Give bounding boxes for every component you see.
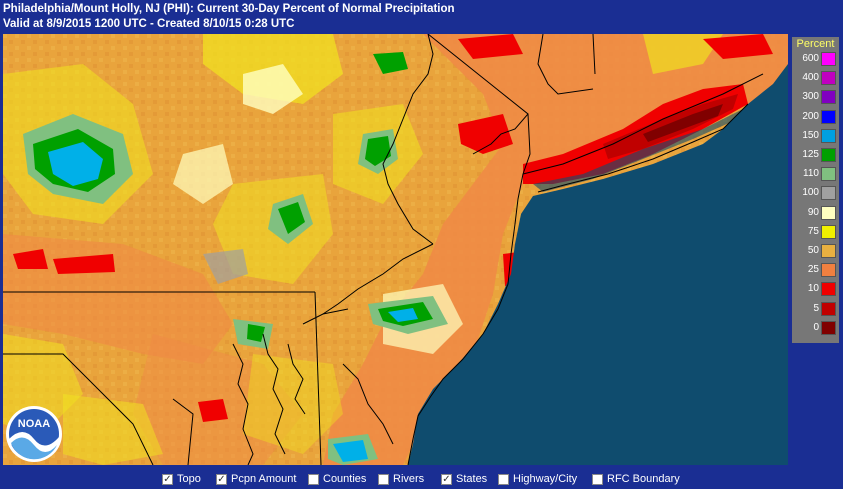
checkbox-label: States [456,473,488,485]
legend-row: 50 [792,243,839,258]
legend-color-swatch [821,148,836,162]
checkbox-label: Rivers [393,473,425,485]
checkbox[interactable]: ✓ [216,473,227,485]
legend-row: 100 [792,185,839,201]
legend-value-label: 110 [803,168,819,180]
legend-value-label: 25 [807,264,819,276]
layer-toggle-rivers[interactable]: Rivers [378,472,424,486]
map-valid-time: Valid at 8/9/2015 1200 UTC - Created 8/1… [3,18,295,30]
legend-value-label: 10 [807,283,819,295]
layer-toggle-rfc-boundary[interactable]: RFC Boundary [592,472,680,486]
legend-row: 300 [792,89,839,105]
legend-color-swatch [821,71,836,86]
legend-color-swatch [821,282,836,297]
legend-value-label: 75 [807,225,819,237]
checkbox[interactable] [308,473,319,485]
legend-row: 75 [792,224,839,239]
legend-value-label: 150 [802,129,819,141]
legend-value-label: 50 [807,245,819,256]
legend-row: 25 [792,262,839,278]
legend-value-label: 100 [802,187,819,199]
legend-color-swatch [821,224,836,239]
precipitation-map[interactable] [3,34,788,465]
checkbox[interactable] [378,473,389,485]
checkbox[interactable]: ✓ [162,473,173,485]
legend-color-swatch [821,128,836,143]
legend-color-swatch [821,301,836,316]
layer-toggle-counties[interactable]: Counties [308,472,366,486]
legend-color-swatch [821,52,836,66]
checkbox[interactable] [498,473,509,485]
legend-row: 200 [792,109,839,124]
legend-value-label: 600 [802,53,819,64]
map-title: Philadelphia/Mount Holly, NJ (PHI): Curr… [3,3,455,15]
checkbox-label: RFC Boundary [607,473,680,485]
legend-value-label: 200 [802,110,819,122]
legend-value-label: 125 [802,149,819,160]
legend-color-swatch [821,263,836,278]
legend-value-label: 5 [813,302,819,314]
legend-color-swatch [821,109,836,124]
layer-toggle-pcpn-amount[interactable]: ✓ Pcpn Amount [216,472,296,486]
legend-row: 0 [792,320,839,335]
legend-value-label: 90 [807,206,819,218]
layer-toggle-topo[interactable]: ✓ Topo [162,472,201,486]
checkbox-label: Highway/City [513,473,578,485]
legend-row: 150 [792,128,839,143]
legend-color-swatch [821,320,836,335]
legend-color-swatch [821,90,836,105]
checkbox[interactable] [592,473,603,485]
checkbox[interactable]: ✓ [441,473,452,485]
layer-toggle-states[interactable]: ✓ States [441,472,487,486]
legend-title: Percent [796,38,835,50]
legend-value-label: 400 [802,72,819,84]
svg-text:NOAA: NOAA [18,418,50,430]
legend-value-label: 300 [802,91,819,103]
checkbox-label: Topo [177,473,201,485]
legend-row: 125 [792,147,839,162]
legend-row: 10 [792,281,839,297]
legend-row: 90 [792,205,839,220]
legend-row: 5 [792,301,839,316]
legend-row: 400 [792,70,839,86]
noaa-logo: NOAA [5,405,63,463]
legend-value-label: 0 [813,321,819,333]
layer-toggle-bar: ✓ Topo ✓ Pcpn Amount Counties Rivers ✓ States Hi… [0,465,843,489]
checkbox-label: Pcpn Amount [231,473,297,485]
map-header: Philadelphia/Mount Holly, NJ (PHI): Curr… [0,0,843,34]
legend-color-swatch [821,186,836,201]
legend-color-swatch [821,205,836,220]
legend-color-swatch [821,244,836,258]
legend-color-swatch [821,167,836,182]
legend-row: 110 [792,166,839,182]
precipitation-legend: Percent 600 400 300 200 150 125 110 100 90 75 50 25… [792,37,839,343]
legend-row: 600 [792,51,839,66]
checkbox-label: Counties [323,473,367,485]
layer-toggle-highway-city[interactable]: Highway/City [498,472,577,486]
